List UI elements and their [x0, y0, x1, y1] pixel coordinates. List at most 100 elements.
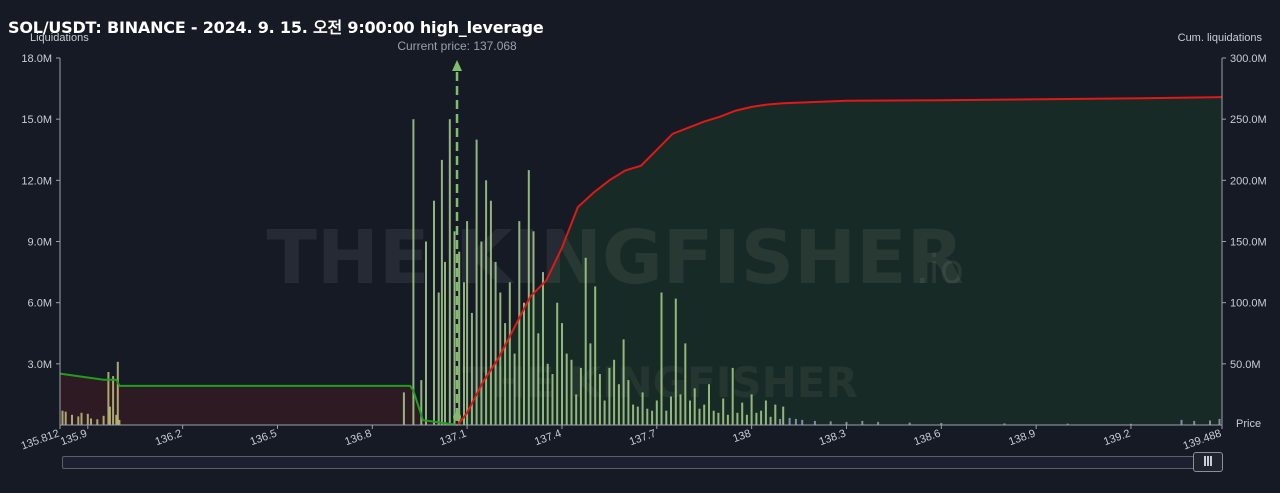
- liquidation-bar[interactable]: [96, 419, 99, 425]
- liquidation-bar[interactable]: [575, 394, 578, 425]
- liquidation-bar[interactable]: [561, 323, 563, 425]
- liquidation-bar[interactable]: [448, 119, 451, 425]
- liquidation-bar[interactable]: [651, 410, 654, 425]
- liquidation-bar[interactable]: [622, 339, 625, 425]
- liquidation-bar[interactable]: [774, 404, 777, 425]
- liquidation-bar[interactable]: [570, 359, 573, 425]
- liquidation-bar[interactable]: [788, 417, 791, 425]
- liquidation-bar[interactable]: [508, 282, 511, 425]
- liquidation-bar[interactable]: [589, 343, 592, 425]
- liquidation-bar[interactable]: [940, 423, 943, 425]
- liquidation-bar[interactable]: [579, 367, 582, 425]
- liquidation-bar[interactable]: [475, 139, 478, 425]
- liquidation-bar[interactable]: [750, 394, 753, 425]
- liquidation-bar[interactable]: [594, 286, 597, 425]
- liquidation-bar[interactable]: [877, 421, 880, 425]
- liquidation-bar[interactable]: [608, 367, 611, 425]
- liquidation-bar[interactable]: [1066, 423, 1069, 425]
- liquidation-bar[interactable]: [485, 180, 488, 425]
- liquidation-bar[interactable]: [71, 414, 73, 425]
- liquidation-bar[interactable]: [489, 200, 492, 425]
- liquidation-bar[interactable]: [1218, 418, 1221, 425]
- liquidation-bar[interactable]: [722, 398, 725, 426]
- liquidation-bar[interactable]: [1193, 420, 1196, 425]
- liquidation-bar[interactable]: [674, 298, 677, 425]
- liquidation-bar[interactable]: [532, 231, 535, 425]
- liquidation-bar[interactable]: [679, 394, 682, 425]
- liquidation-bar[interactable]: [779, 418, 782, 425]
- liquidation-bar[interactable]: [598, 374, 601, 425]
- liquidation-bar[interactable]: [108, 406, 111, 425]
- liquidation-bar[interactable]: [444, 261, 446, 425]
- liquidation-bar[interactable]: [90, 418, 92, 426]
- liquidation-bar[interactable]: [458, 251, 461, 425]
- liquidation-bar[interactable]: [684, 343, 687, 425]
- liquidation-bar[interactable]: [764, 400, 767, 426]
- liquidation-bar[interactable]: [693, 388, 696, 425]
- liquidation-bar[interactable]: [813, 420, 816, 425]
- liquidation-bar[interactable]: [617, 384, 620, 425]
- liquidation-bar[interactable]: [698, 408, 701, 425]
- liquidation-bar[interactable]: [551, 374, 554, 425]
- liquidation-bar[interactable]: [513, 353, 516, 425]
- liquidation-bar[interactable]: [665, 410, 668, 425]
- liquidation-bar[interactable]: [107, 372, 110, 425]
- liquidation-bar[interactable]: [829, 421, 832, 425]
- liquidation-bar[interactable]: [660, 292, 663, 426]
- liquidation-bar[interactable]: [64, 411, 67, 425]
- liquidation-bar[interactable]: [542, 272, 544, 425]
- liquidation-bar[interactable]: [102, 415, 105, 425]
- liquidation-bar[interactable]: [494, 261, 497, 425]
- liquidation-bar[interactable]: [412, 119, 415, 425]
- cum-long-line[interactable]: [59, 372, 458, 426]
- liquidation-bar[interactable]: [794, 418, 797, 425]
- liquidation-bar[interactable]: [1209, 420, 1211, 426]
- liquidation-bar[interactable]: [708, 384, 710, 425]
- liquidation-bar[interactable]: [118, 419, 121, 425]
- liquidation-bar[interactable]: [632, 404, 635, 425]
- liquidation-bar[interactable]: [1003, 423, 1006, 425]
- liquidation-bar[interactable]: [518, 221, 521, 425]
- liquidation-bar[interactable]: [736, 412, 739, 425]
- liquidation-bar[interactable]: [546, 363, 549, 425]
- liquidation-bar[interactable]: [584, 257, 587, 425]
- liquidation-bar[interactable]: [636, 406, 639, 425]
- liquidation-bar[interactable]: [466, 221, 469, 425]
- liquidation-bar[interactable]: [420, 380, 423, 425]
- liquidation-bar[interactable]: [440, 159, 443, 425]
- liquidation-bar[interactable]: [437, 292, 440, 426]
- liquidation-bar[interactable]: [908, 422, 911, 425]
- liquidation-bar[interactable]: [523, 302, 525, 425]
- liquidation-bar[interactable]: [712, 410, 715, 425]
- liquidation-bar[interactable]: [116, 361, 119, 425]
- liquidation-bar[interactable]: [504, 323, 507, 425]
- liquidation-bar[interactable]: [499, 292, 502, 426]
- liquidation-bar[interactable]: [1130, 423, 1132, 425]
- liquidation-bar[interactable]: [77, 416, 80, 425]
- liquidation-bar[interactable]: [613, 359, 616, 425]
- range-scroll-handle[interactable]: [1193, 452, 1223, 472]
- liquidation-bar[interactable]: [537, 333, 540, 426]
- liquidation-bar[interactable]: [745, 414, 748, 425]
- liquidation-bar[interactable]: [86, 413, 89, 425]
- liquidation-bar[interactable]: [726, 414, 729, 425]
- liquidation-bar[interactable]: [480, 241, 483, 426]
- liquidation-bar[interactable]: [565, 353, 568, 425]
- liquidation-bar[interactable]: [845, 421, 848, 425]
- liquidation-bar[interactable]: [112, 376, 115, 425]
- liquidation-bar[interactable]: [769, 416, 772, 425]
- liquidation-bar[interactable]: [655, 400, 658, 426]
- liquidation-bar[interactable]: [402, 392, 405, 425]
- liquidation-bar[interactable]: [641, 392, 644, 425]
- liquidation-bar[interactable]: [703, 404, 706, 425]
- liquidation-bar[interactable]: [689, 400, 691, 426]
- liquidation-bar[interactable]: [782, 406, 785, 425]
- liquidation-bar[interactable]: [463, 282, 465, 425]
- liquidation-bar[interactable]: [861, 420, 864, 425]
- liquidation-bar[interactable]: [603, 400, 606, 426]
- liquidation-bar[interactable]: [760, 410, 763, 425]
- liquidation-bar[interactable]: [425, 241, 427, 426]
- range-scrollbar[interactable]: [62, 456, 1223, 469]
- liquidation-bar[interactable]: [1180, 419, 1183, 425]
